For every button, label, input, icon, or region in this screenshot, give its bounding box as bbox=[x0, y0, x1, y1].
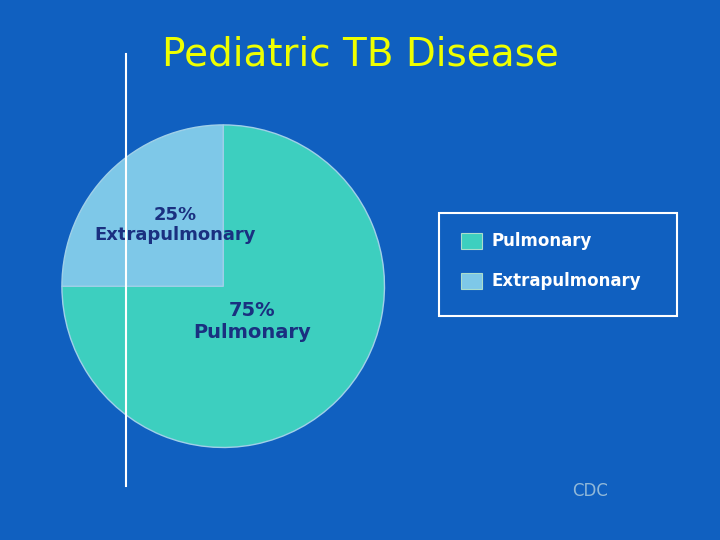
Text: Pulmonary: Pulmonary bbox=[491, 232, 591, 250]
Wedge shape bbox=[62, 125, 384, 448]
Text: Pediatric TB Disease: Pediatric TB Disease bbox=[161, 35, 559, 73]
Text: Extrapulmonary: Extrapulmonary bbox=[491, 272, 641, 291]
Wedge shape bbox=[62, 125, 223, 286]
Text: CDC: CDC bbox=[572, 482, 608, 501]
Text: 25%
Extrapulmonary: 25% Extrapulmonary bbox=[94, 206, 256, 244]
Text: 75%
Pulmonary: 75% Pulmonary bbox=[194, 301, 311, 342]
